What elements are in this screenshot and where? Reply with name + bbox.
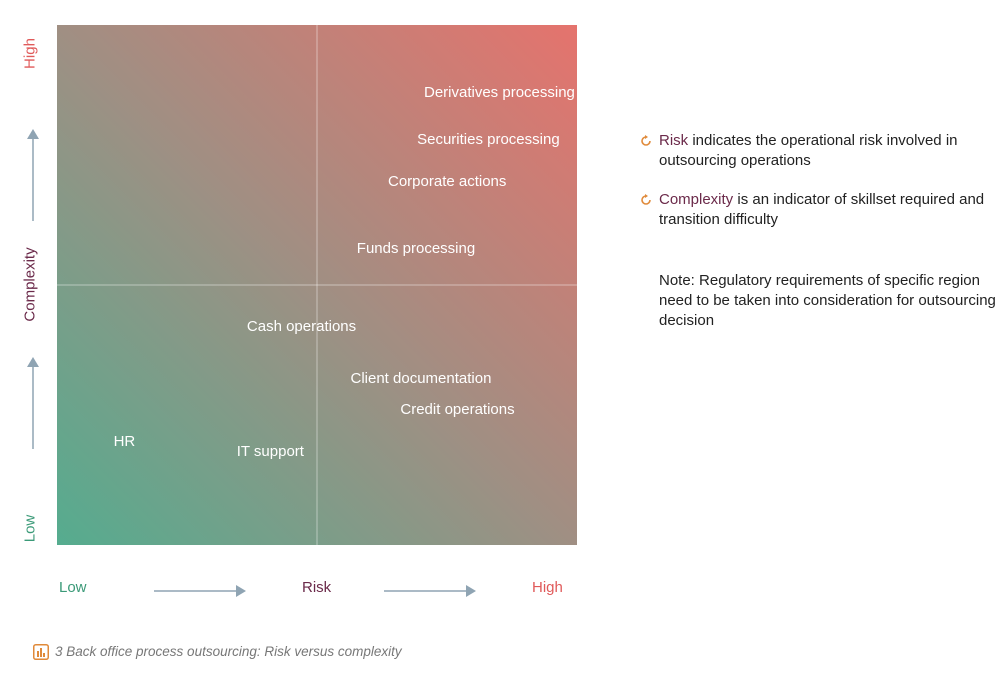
point-label: HR (113, 432, 136, 450)
point-label: Corporate actions (388, 172, 507, 190)
x-arrow-right-icon (384, 585, 476, 597)
x-arrow-left-icon (154, 585, 246, 597)
gradient-fill (57, 25, 577, 545)
y-arrow-lower-icon (27, 357, 39, 449)
y-tick-low: Low (21, 514, 39, 543)
bar-chart-icon (33, 644, 49, 661)
x-tick-low: Low (59, 579, 87, 596)
point-label: Credit operations (400, 401, 515, 419)
point-label: IT support (236, 442, 304, 460)
x-axis-title: Risk (302, 579, 332, 596)
legend-text: Risk indicates the operational risk invo… (659, 131, 1000, 171)
plot-background (57, 25, 577, 545)
x-tick-high: High (532, 579, 563, 596)
legend-item-risk: Risk indicates the operational risk invo… (640, 131, 1000, 171)
legend-description: indicates the operational risk involved … (659, 132, 958, 169)
quadrant-plot: Derivatives processing Securities process… (57, 25, 577, 545)
legend-description: is an indicator of skillset required and… (659, 191, 985, 228)
y-arrow-upper-icon (27, 129, 39, 221)
refresh-bullet-icon (641, 194, 651, 205)
legend-term: Complexity (659, 191, 734, 208)
legend-text: Complexity is an indicator of skillset r… (659, 190, 1000, 230)
point-label: Securities processing (417, 130, 560, 148)
point-label: Cash operations (246, 318, 357, 336)
y-axis-title: Complexity (21, 247, 39, 322)
refresh-bullet-icon (641, 135, 651, 146)
legend-item-complexity: Complexity is an indicator of skillset r… (640, 190, 1000, 230)
point-label: Funds processing (356, 240, 476, 258)
regulatory-note: Note: Regulatory requirements of specifi… (659, 272, 996, 329)
caption-text: 3 Back office process outsourcing: Risk … (55, 644, 402, 659)
legend-term: Risk (659, 132, 689, 149)
y-tick-high: High (21, 38, 39, 69)
point-label: Derivatives processing (424, 84, 575, 102)
figure-caption: 3 Back office process outsourcing: Risk … (33, 644, 402, 661)
point-label: Client documentation (350, 370, 492, 388)
